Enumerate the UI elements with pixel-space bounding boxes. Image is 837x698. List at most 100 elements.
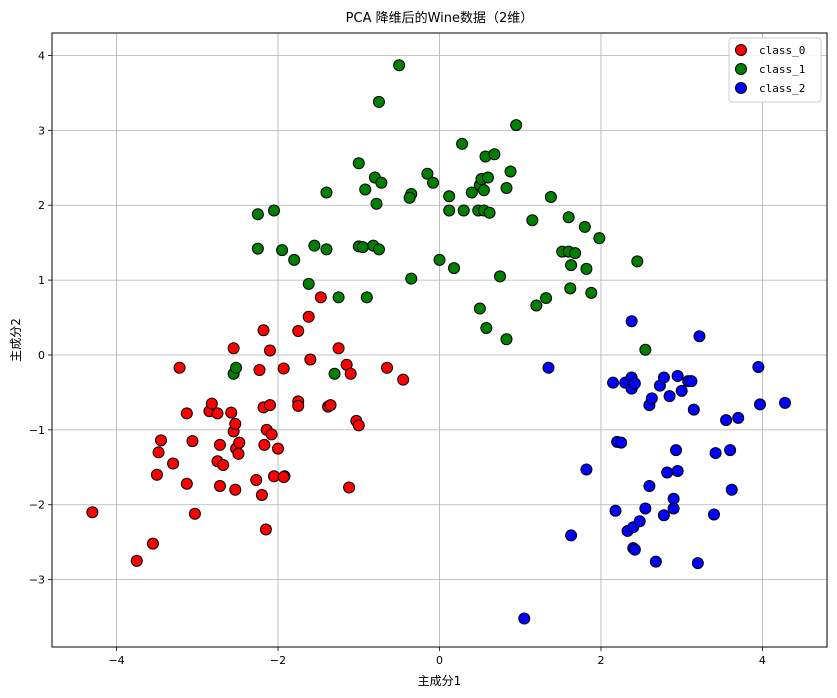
point-class-2 bbox=[615, 436, 628, 449]
point-class-1 bbox=[276, 244, 289, 257]
point-class-1 bbox=[230, 361, 243, 374]
point-class-2 bbox=[645, 392, 658, 405]
point-class-1 bbox=[320, 186, 333, 199]
point-class-1 bbox=[488, 148, 501, 161]
legend-label: class_2 bbox=[759, 82, 805, 95]
point-class-2 bbox=[752, 360, 765, 373]
point-class-2 bbox=[720, 414, 733, 427]
point-class-1 bbox=[359, 183, 372, 196]
point-class-1 bbox=[360, 291, 373, 304]
point-class-1 bbox=[480, 322, 493, 335]
point-class-1 bbox=[427, 176, 440, 189]
point-class-1 bbox=[465, 186, 478, 199]
point-class-1 bbox=[372, 95, 385, 108]
point-class-2 bbox=[657, 509, 670, 522]
point-class-1 bbox=[332, 291, 345, 304]
y-tick-label: 3 bbox=[38, 124, 45, 137]
point-class-0 bbox=[150, 468, 163, 481]
point-class-2 bbox=[607, 376, 620, 389]
point-class-0 bbox=[188, 507, 201, 520]
point-class-1 bbox=[370, 197, 383, 210]
point-class-0 bbox=[180, 407, 193, 420]
point-class-1 bbox=[639, 343, 652, 356]
legend: class_0 class_1 class_2 bbox=[728, 37, 822, 103]
point-class-1 bbox=[443, 190, 456, 203]
point-class-1 bbox=[375, 176, 388, 189]
point-class-0 bbox=[304, 353, 317, 366]
point-class-1 bbox=[356, 241, 369, 254]
legend-marker bbox=[735, 44, 747, 56]
point-class-0 bbox=[86, 506, 99, 519]
point-class-1 bbox=[268, 204, 281, 217]
point-class-1 bbox=[457, 204, 470, 217]
point-class-2 bbox=[639, 502, 652, 515]
point-class-0 bbox=[213, 480, 226, 493]
legend-box bbox=[728, 37, 822, 103]
point-class-2 bbox=[779, 396, 792, 409]
point-class-1 bbox=[251, 208, 264, 221]
point-class-0 bbox=[225, 406, 238, 419]
point-class-0 bbox=[265, 428, 278, 441]
point-class-2 bbox=[663, 390, 676, 403]
point-class-1 bbox=[500, 333, 513, 346]
point-class-1 bbox=[251, 242, 264, 255]
point-class-0 bbox=[229, 483, 242, 496]
point-class-2 bbox=[565, 529, 578, 542]
point-class-2 bbox=[542, 361, 555, 374]
point-class-1 bbox=[483, 206, 496, 219]
point-class-1 bbox=[494, 270, 507, 283]
point-class-2 bbox=[628, 377, 641, 390]
point-class-2 bbox=[609, 504, 622, 517]
point-class-1 bbox=[288, 253, 301, 266]
point-class-0 bbox=[292, 325, 305, 338]
point-class-1 bbox=[421, 167, 434, 180]
legend-label: class_0 bbox=[759, 44, 805, 57]
y-tick-label: −1 bbox=[29, 424, 45, 437]
point-class-1 bbox=[433, 253, 446, 266]
point-class-1 bbox=[443, 204, 456, 217]
data-points bbox=[86, 59, 792, 625]
x-tick-label: −4 bbox=[108, 654, 124, 667]
point-class-1 bbox=[569, 247, 582, 260]
grid-lines bbox=[52, 33, 827, 647]
point-class-2 bbox=[675, 384, 688, 397]
point-class-1 bbox=[526, 214, 539, 227]
y-tick-label: 2 bbox=[38, 199, 45, 212]
point-class-2 bbox=[580, 463, 593, 476]
point-class-0 bbox=[263, 344, 276, 357]
point-class-1 bbox=[578, 220, 591, 233]
y-axis-title: 主成分2 bbox=[9, 318, 23, 362]
point-class-0 bbox=[314, 291, 327, 304]
y-tick-label: 4 bbox=[38, 49, 45, 62]
point-class-0 bbox=[263, 399, 276, 412]
point-class-1 bbox=[448, 262, 461, 275]
point-class-0 bbox=[277, 362, 290, 375]
point-class-2 bbox=[625, 315, 638, 328]
point-class-2 bbox=[687, 403, 700, 416]
point-class-2 bbox=[657, 371, 670, 384]
point-class-0 bbox=[302, 310, 315, 323]
point-class-2 bbox=[667, 492, 680, 505]
point-class-0 bbox=[343, 481, 356, 494]
point-class-2 bbox=[725, 483, 738, 496]
point-class-0 bbox=[167, 457, 180, 470]
point-class-1 bbox=[565, 259, 578, 272]
point-class-0 bbox=[213, 438, 226, 451]
point-class-2 bbox=[661, 466, 674, 479]
point-class-2 bbox=[671, 369, 684, 382]
legend-marker bbox=[735, 63, 747, 75]
x-tick-label: 4 bbox=[759, 654, 766, 667]
point-class-2 bbox=[685, 375, 698, 388]
x-tick-label: −2 bbox=[270, 654, 286, 667]
point-class-2 bbox=[707, 508, 720, 521]
point-class-1 bbox=[405, 272, 418, 285]
point-class-1 bbox=[504, 165, 517, 178]
point-class-1 bbox=[564, 282, 577, 295]
point-class-1 bbox=[372, 243, 385, 256]
point-class-2 bbox=[693, 330, 706, 343]
point-class-0 bbox=[352, 419, 365, 432]
point-class-2 bbox=[670, 444, 683, 457]
point-class-1 bbox=[500, 181, 513, 194]
